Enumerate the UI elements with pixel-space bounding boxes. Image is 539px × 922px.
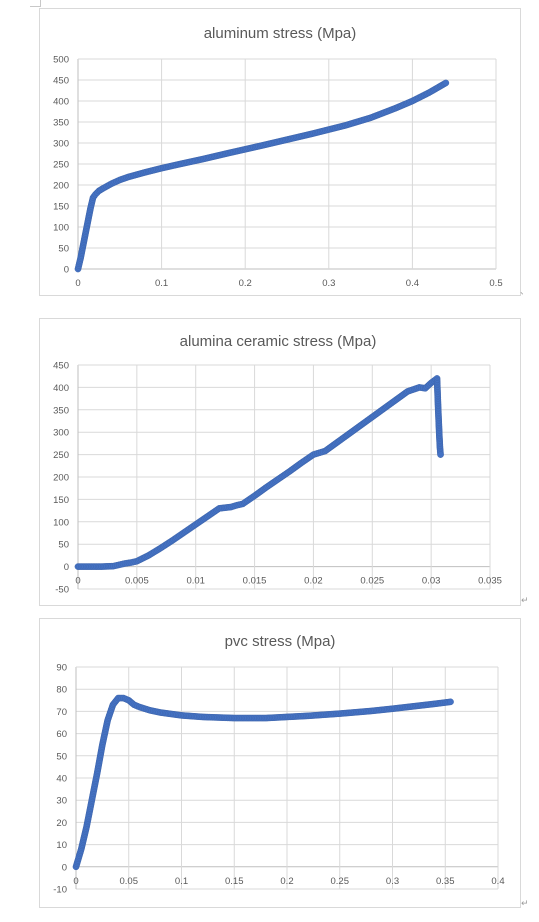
aluminum-chart-gridlines xyxy=(77,58,497,270)
pvc-chart-tick-labels: -10 0 10 20 30 40 50 60 70 80 90 0 0.05 0.1 0.15 0.2 0.2… xyxy=(53,663,504,896)
y-tick-label: 450 xyxy=(53,361,69,372)
y-tick-label: 450 xyxy=(53,76,69,87)
x-tick-label: 0.1 xyxy=(175,876,188,887)
y-tick-label: 30 xyxy=(56,796,67,807)
pvc-chart: pvc stress (Mpa) -10 0 10 20 30 40 50 60 70 80 90 0… xyxy=(53,633,504,896)
x-tick-label: 0.1 xyxy=(155,278,168,289)
x-tick-label: 0 xyxy=(73,876,78,887)
x-tick-label: 0 xyxy=(75,278,80,289)
paragraph-mark-1: ↵ xyxy=(521,596,529,606)
y-tick-label: 10 xyxy=(56,840,67,851)
y-tick-label: 400 xyxy=(53,383,69,394)
y-tick-label: 100 xyxy=(53,223,69,234)
x-tick-label: 0.35 xyxy=(436,876,455,887)
x-tick-label: 0.2 xyxy=(239,278,252,289)
pvc-chart-points xyxy=(72,694,454,871)
x-tick-label: 0.4 xyxy=(406,278,419,289)
alumina-ceramic-chart-points xyxy=(74,375,444,570)
aluminum-chart-tick-labels: 0 50 100 150 200 250 300 350 400 450 500 0 0.1 0.2 0.3… xyxy=(53,55,502,290)
y-tick-label: 0 xyxy=(64,265,69,276)
y-tick-label: 0 xyxy=(62,862,67,873)
x-tick-label: 0.4 xyxy=(491,876,504,887)
x-tick-label: 0.005 xyxy=(125,576,149,587)
pvc-chart-frame: pvc stress (Mpa) -10 0 10 20 30 40 50 60 70 80 90 0… xyxy=(39,618,521,908)
aluminum-chart-frame: aluminum stress (Mpa) 0 50 100 150 200 250 300… xyxy=(39,8,521,296)
x-tick-label: 0.15 xyxy=(225,876,244,887)
document-corner-mark-horizontal xyxy=(30,6,41,7)
x-tick-label: 0 xyxy=(75,576,80,587)
x-tick-label: 0.025 xyxy=(360,576,384,587)
x-tick-label: 0.05 xyxy=(120,876,139,887)
y-tick-label: 300 xyxy=(53,428,69,439)
x-tick-label: 0.3 xyxy=(322,278,335,289)
paragraph-mark-2: ↵ xyxy=(521,899,529,909)
pvc-chart-title: pvc stress (Mpa) xyxy=(225,633,336,650)
alumina-ceramic-chart-title: alumina ceramic stress (Mpa) xyxy=(180,333,377,350)
y-tick-label: 300 xyxy=(53,139,69,150)
y-tick-label: 250 xyxy=(53,160,69,171)
alumina-ceramic-chart-frame: alumina ceramic stress (Mpa) -50 0 50 100 15… xyxy=(39,318,521,606)
pvc-chart-gridlines xyxy=(75,666,499,890)
y-tick-label: 80 xyxy=(56,685,67,696)
y-tick-label: 90 xyxy=(56,663,67,674)
y-tick-label: 150 xyxy=(53,202,69,213)
y-tick-label: 0 xyxy=(64,562,69,573)
alumina-ceramic-chart: alumina ceramic stress (Mpa) -50 0 50 100 15… xyxy=(53,333,502,596)
x-tick-label: 0.01 xyxy=(186,576,205,587)
y-tick-label: 60 xyxy=(56,729,67,740)
alumina-ceramic-chart-tick-labels: -50 0 50 100 150 200 250 300 350 400 450 0 0.005 0.01… xyxy=(53,361,502,596)
x-tick-label: 0.02 xyxy=(304,576,323,587)
y-tick-label: 200 xyxy=(53,473,69,484)
y-tick-label: 400 xyxy=(53,97,69,108)
y-tick-label: 350 xyxy=(53,118,69,129)
comma-mark: 、 xyxy=(520,287,530,297)
aluminum-chart: aluminum stress (Mpa) 0 50 100 150 200 250 300… xyxy=(53,25,502,290)
y-tick-label: 100 xyxy=(53,517,69,528)
y-tick-label: 200 xyxy=(53,181,69,192)
y-tick-label: 20 xyxy=(56,818,67,829)
document-corner-mark-vertical xyxy=(40,0,41,7)
y-tick-label: 70 xyxy=(56,707,67,718)
y-tick-label: 150 xyxy=(53,495,69,506)
x-tick-label: 0.03 xyxy=(422,576,441,587)
aluminum-chart-points xyxy=(74,79,450,273)
x-tick-label: 0.3 xyxy=(386,876,399,887)
y-tick-label: -10 xyxy=(53,885,67,896)
data-point xyxy=(442,79,450,87)
y-tick-label: 350 xyxy=(53,405,69,416)
y-tick-label: 50 xyxy=(58,244,69,255)
data-point xyxy=(447,698,454,706)
x-tick-label: 0.035 xyxy=(478,576,502,587)
y-tick-label: 500 xyxy=(53,55,69,66)
y-tick-label: 40 xyxy=(56,774,67,785)
y-tick-label: 50 xyxy=(58,540,69,551)
data-point xyxy=(437,451,444,458)
x-tick-label: 0.2 xyxy=(280,876,293,887)
y-tick-label: 50 xyxy=(56,751,67,762)
y-tick-label: 250 xyxy=(53,450,69,461)
x-tick-label: 0.5 xyxy=(489,278,502,289)
x-tick-label: 0.25 xyxy=(331,876,350,887)
aluminum-chart-title: aluminum stress (Mpa) xyxy=(204,25,357,42)
y-tick-label: -50 xyxy=(55,585,69,596)
x-tick-label: 0.015 xyxy=(243,576,267,587)
